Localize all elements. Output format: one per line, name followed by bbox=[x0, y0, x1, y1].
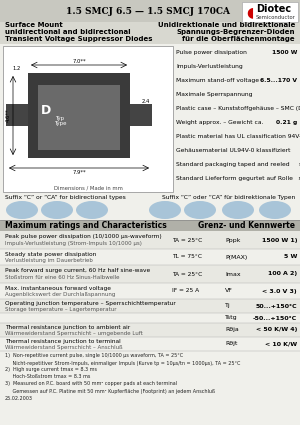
Text: D: D bbox=[41, 104, 51, 116]
Text: Standard Lieferform gegurtet auf Rolle   siehe Seite 18: Standard Lieferform gegurtet auf Rolle s… bbox=[176, 176, 300, 181]
Text: unidirectional and bidirectional: unidirectional and bidirectional bbox=[5, 29, 130, 35]
Text: TA = 25°C: TA = 25°C bbox=[172, 238, 202, 243]
Text: Imax: Imax bbox=[225, 272, 241, 277]
Text: Transient Voltage Suppressor Diodes: Transient Voltage Suppressor Diodes bbox=[5, 36, 152, 42]
Text: Impuls-Verlustleistung (Strom-Impuls 10/1000 μs): Impuls-Verlustleistung (Strom-Impuls 10/… bbox=[5, 241, 142, 246]
Ellipse shape bbox=[6, 201, 38, 219]
Bar bbox=[0, 299, 300, 313]
Text: Type: Type bbox=[54, 121, 66, 125]
Bar bbox=[130, 104, 152, 126]
Ellipse shape bbox=[149, 201, 181, 219]
Text: Gemessen auf P.C. Platine mit 50 mm² Kupferfläche (Footprint) an jedem Anschluß: Gemessen auf P.C. Platine mit 50 mm² Kup… bbox=[5, 388, 215, 394]
Text: < 50 K/W 4): < 50 K/W 4) bbox=[256, 328, 297, 332]
Text: Impuls-Verlustleistung: Impuls-Verlustleistung bbox=[176, 63, 243, 68]
Text: Tj: Tj bbox=[225, 303, 231, 309]
Text: 1500 W 1): 1500 W 1) bbox=[262, 238, 297, 243]
Text: Wärmewiderstand Sperrschicht – Anschluß: Wärmewiderstand Sperrschicht – Anschluß bbox=[5, 345, 123, 350]
Text: IF = 25 A: IF = 25 A bbox=[172, 289, 199, 294]
Bar bbox=[0, 231, 300, 249]
Text: Plastic material has UL classification 94V-0: Plastic material has UL classification 9… bbox=[176, 133, 300, 139]
Text: Steady state power dissipation: Steady state power dissipation bbox=[5, 252, 96, 257]
Text: Semiconductor: Semiconductor bbox=[256, 14, 296, 20]
Text: 2.4: 2.4 bbox=[142, 99, 150, 104]
Text: Standard packaging taped and reeled     see page 18: Standard packaging taped and reeled see … bbox=[176, 162, 300, 167]
Text: 25.02.2003: 25.02.2003 bbox=[5, 396, 33, 400]
Text: Suffix “C” or “CA” for bidirectional types: Suffix “C” or “CA” for bidirectional typ… bbox=[5, 195, 126, 199]
Bar bbox=[3, 46, 173, 192]
Text: Spannungs-Begrenzer-Dioden: Spannungs-Begrenzer-Dioden bbox=[176, 29, 295, 35]
Text: Augenblickswert der Durchlaßspannung: Augenblickswert der Durchlaßspannung bbox=[5, 292, 115, 297]
Text: 4.6**: 4.6** bbox=[6, 108, 11, 122]
Ellipse shape bbox=[76, 201, 108, 219]
Text: 1.5 SMCJ 6.5 — 1.5 SMCJ 170CA: 1.5 SMCJ 6.5 — 1.5 SMCJ 170CA bbox=[66, 6, 230, 15]
Text: 7.0**: 7.0** bbox=[72, 59, 86, 63]
Text: 3)  Measured on P.C. board with 50 mm² copper pads at each terminal: 3) Measured on P.C. board with 50 mm² co… bbox=[5, 382, 177, 386]
Text: Grenz- und Kennwerte: Grenz- und Kennwerte bbox=[198, 221, 295, 230]
Text: 6.5...170 V: 6.5...170 V bbox=[260, 77, 297, 82]
Text: TA = 25°C: TA = 25°C bbox=[172, 272, 202, 277]
Bar bbox=[0, 323, 300, 337]
Bar bbox=[242, 2, 298, 22]
Text: Surface Mount: Surface Mount bbox=[5, 22, 63, 28]
Bar bbox=[0, 22, 300, 44]
Text: Peak forward surge current, 60 Hz half sine-wave: Peak forward surge current, 60 Hz half s… bbox=[5, 268, 150, 273]
Text: Hoch-Stoßstrom tmax = 8.3 ms: Hoch-Stoßstrom tmax = 8.3 ms bbox=[5, 374, 90, 380]
Text: Peak pulse power dissipation (10/1000 μs-waveform): Peak pulse power dissipation (10/1000 μs… bbox=[5, 234, 162, 239]
Ellipse shape bbox=[184, 201, 216, 219]
Text: 50...+150°C: 50...+150°C bbox=[255, 303, 297, 309]
Text: Max. instantaneous forward voltage: Max. instantaneous forward voltage bbox=[5, 286, 111, 291]
Text: 1500 W: 1500 W bbox=[272, 49, 297, 54]
Text: Unidirektionale und bidirektionale: Unidirektionale und bidirektionale bbox=[158, 22, 295, 28]
Text: 5 W: 5 W bbox=[284, 255, 297, 260]
Text: 1.2: 1.2 bbox=[13, 65, 21, 71]
Text: 1)  Non-repetitive current pulse, single 10/1000 μs waveform, TA = 25°C: 1) Non-repetitive current pulse, single … bbox=[5, 354, 183, 359]
Text: Nicht-repetitiver Strom-Impuls, einmaliger Impuls (Kurve tp = 10μs/tn = 1000μs),: Nicht-repetitiver Strom-Impuls, einmalig… bbox=[5, 360, 240, 366]
Ellipse shape bbox=[41, 201, 73, 219]
Text: Weight approx. – Gewicht ca.: Weight approx. – Gewicht ca. bbox=[176, 119, 263, 125]
Text: Gehäusematerial UL94V-0 klassifiziert: Gehäusematerial UL94V-0 klassifiziert bbox=[176, 147, 290, 153]
Text: Verlustleistung im Dauerbetrieb: Verlustleistung im Dauerbetrieb bbox=[5, 258, 93, 263]
Text: Suffix “C” oder “CA” für bidirektionale Typen: Suffix “C” oder “CA” für bidirektionale … bbox=[162, 195, 295, 199]
Text: Storage temperature – Lagertemperatur: Storage temperature – Lagertemperatur bbox=[5, 306, 116, 312]
Text: Diotec: Diotec bbox=[256, 4, 291, 14]
Text: 2)  High surge current tmax = 8.3 ms: 2) High surge current tmax = 8.3 ms bbox=[5, 368, 97, 372]
Text: Wärmewiderstand Sperrschicht – umgebende Luft: Wärmewiderstand Sperrschicht – umgebende… bbox=[5, 331, 143, 336]
Text: für die Oberflächenmontage: für die Oberflächenmontage bbox=[182, 36, 295, 42]
Text: VF: VF bbox=[225, 289, 233, 294]
Ellipse shape bbox=[259, 201, 291, 219]
Text: Thermal resistance junction to terminal: Thermal resistance junction to terminal bbox=[5, 339, 121, 344]
Text: Rθjt: Rθjt bbox=[225, 342, 237, 346]
Text: Tstg: Tstg bbox=[225, 315, 238, 320]
Text: P(MAX): P(MAX) bbox=[225, 255, 247, 260]
Text: < 3.0 V 3): < 3.0 V 3) bbox=[262, 289, 297, 294]
Bar bbox=[6, 104, 28, 126]
Text: < 10 K/W: < 10 K/W bbox=[265, 342, 297, 346]
Text: Typ: Typ bbox=[56, 116, 64, 121]
Text: Plastic case – Kunststoffgehäuse – SMC (DO-214AB): Plastic case – Kunststoffgehäuse – SMC (… bbox=[176, 105, 300, 111]
Text: Thermal resistance junction to ambient air: Thermal resistance junction to ambient a… bbox=[5, 325, 130, 330]
Text: Maximale Sperrspannung: Maximale Sperrspannung bbox=[176, 91, 253, 96]
Text: 0.21 g: 0.21 g bbox=[276, 119, 297, 125]
Bar bbox=[38, 85, 120, 150]
Text: Operating junction temperature – Sperrschichttemperatur: Operating junction temperature – Sperrsc… bbox=[5, 301, 176, 306]
Text: Dimensions / Made in mm: Dimensions / Made in mm bbox=[54, 185, 122, 190]
Text: 100 A 2): 100 A 2) bbox=[268, 272, 297, 277]
Text: ◖: ◖ bbox=[246, 5, 253, 19]
Text: Pppk: Pppk bbox=[225, 238, 240, 243]
Text: -50...+150°C: -50...+150°C bbox=[253, 315, 297, 320]
Text: Rθja: Rθja bbox=[225, 328, 239, 332]
Bar bbox=[0, 0, 300, 22]
Text: Maximum ratings and Characteristics: Maximum ratings and Characteristics bbox=[5, 221, 167, 230]
Bar bbox=[0, 265, 300, 283]
Text: Pulse power dissipation: Pulse power dissipation bbox=[176, 49, 247, 54]
Text: Maximum stand-off voltage: Maximum stand-off voltage bbox=[176, 77, 259, 82]
Text: 7.9**: 7.9** bbox=[72, 170, 86, 175]
Bar bbox=[28, 73, 130, 158]
Ellipse shape bbox=[222, 201, 254, 219]
Bar bbox=[0, 220, 300, 231]
Text: Stoßstrom für eine 60 Hz Sinus-Halbwelle: Stoßstrom für eine 60 Hz Sinus-Halbwelle bbox=[5, 275, 119, 281]
Text: TL = 75°C: TL = 75°C bbox=[172, 255, 202, 260]
